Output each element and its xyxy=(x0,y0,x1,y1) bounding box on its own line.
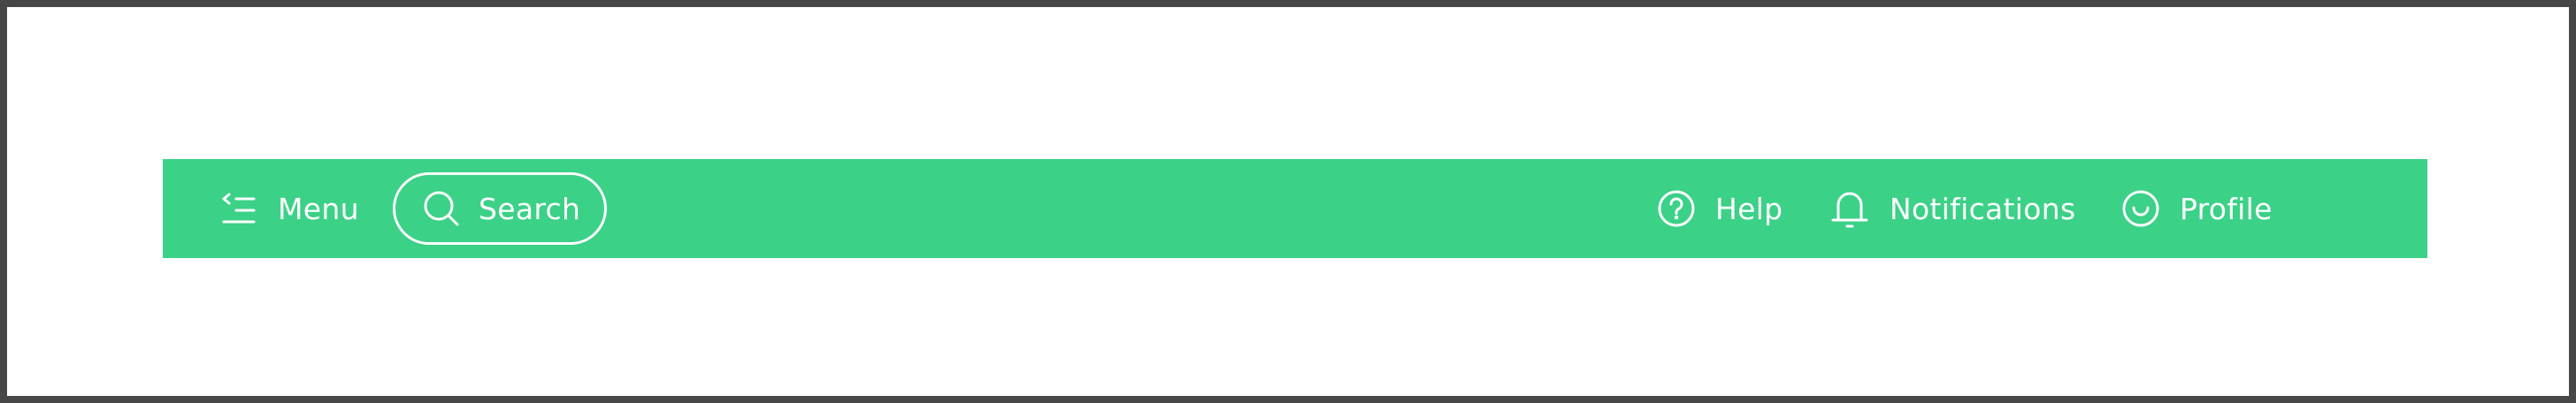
menu-collapse-icon xyxy=(221,191,257,226)
bell-icon xyxy=(1829,186,1870,231)
top-navbar: Menu Search Help xyxy=(163,159,2427,258)
menu-label: Menu xyxy=(278,191,359,226)
help-icon xyxy=(1657,189,1696,228)
notifications-button[interactable]: Notifications xyxy=(1829,159,2075,258)
smiley-icon xyxy=(2121,189,2160,228)
search-button[interactable]: Search xyxy=(393,172,607,245)
profile-label: Profile xyxy=(2180,191,2273,226)
search-label: Search xyxy=(479,191,581,226)
notifications-label: Notifications xyxy=(1890,191,2076,226)
search-icon xyxy=(422,189,461,228)
help-button[interactable]: Help xyxy=(1657,159,1782,258)
menu-button[interactable]: Menu xyxy=(221,159,359,258)
help-label: Help xyxy=(1715,191,1783,226)
profile-button[interactable]: Profile xyxy=(2121,159,2273,258)
